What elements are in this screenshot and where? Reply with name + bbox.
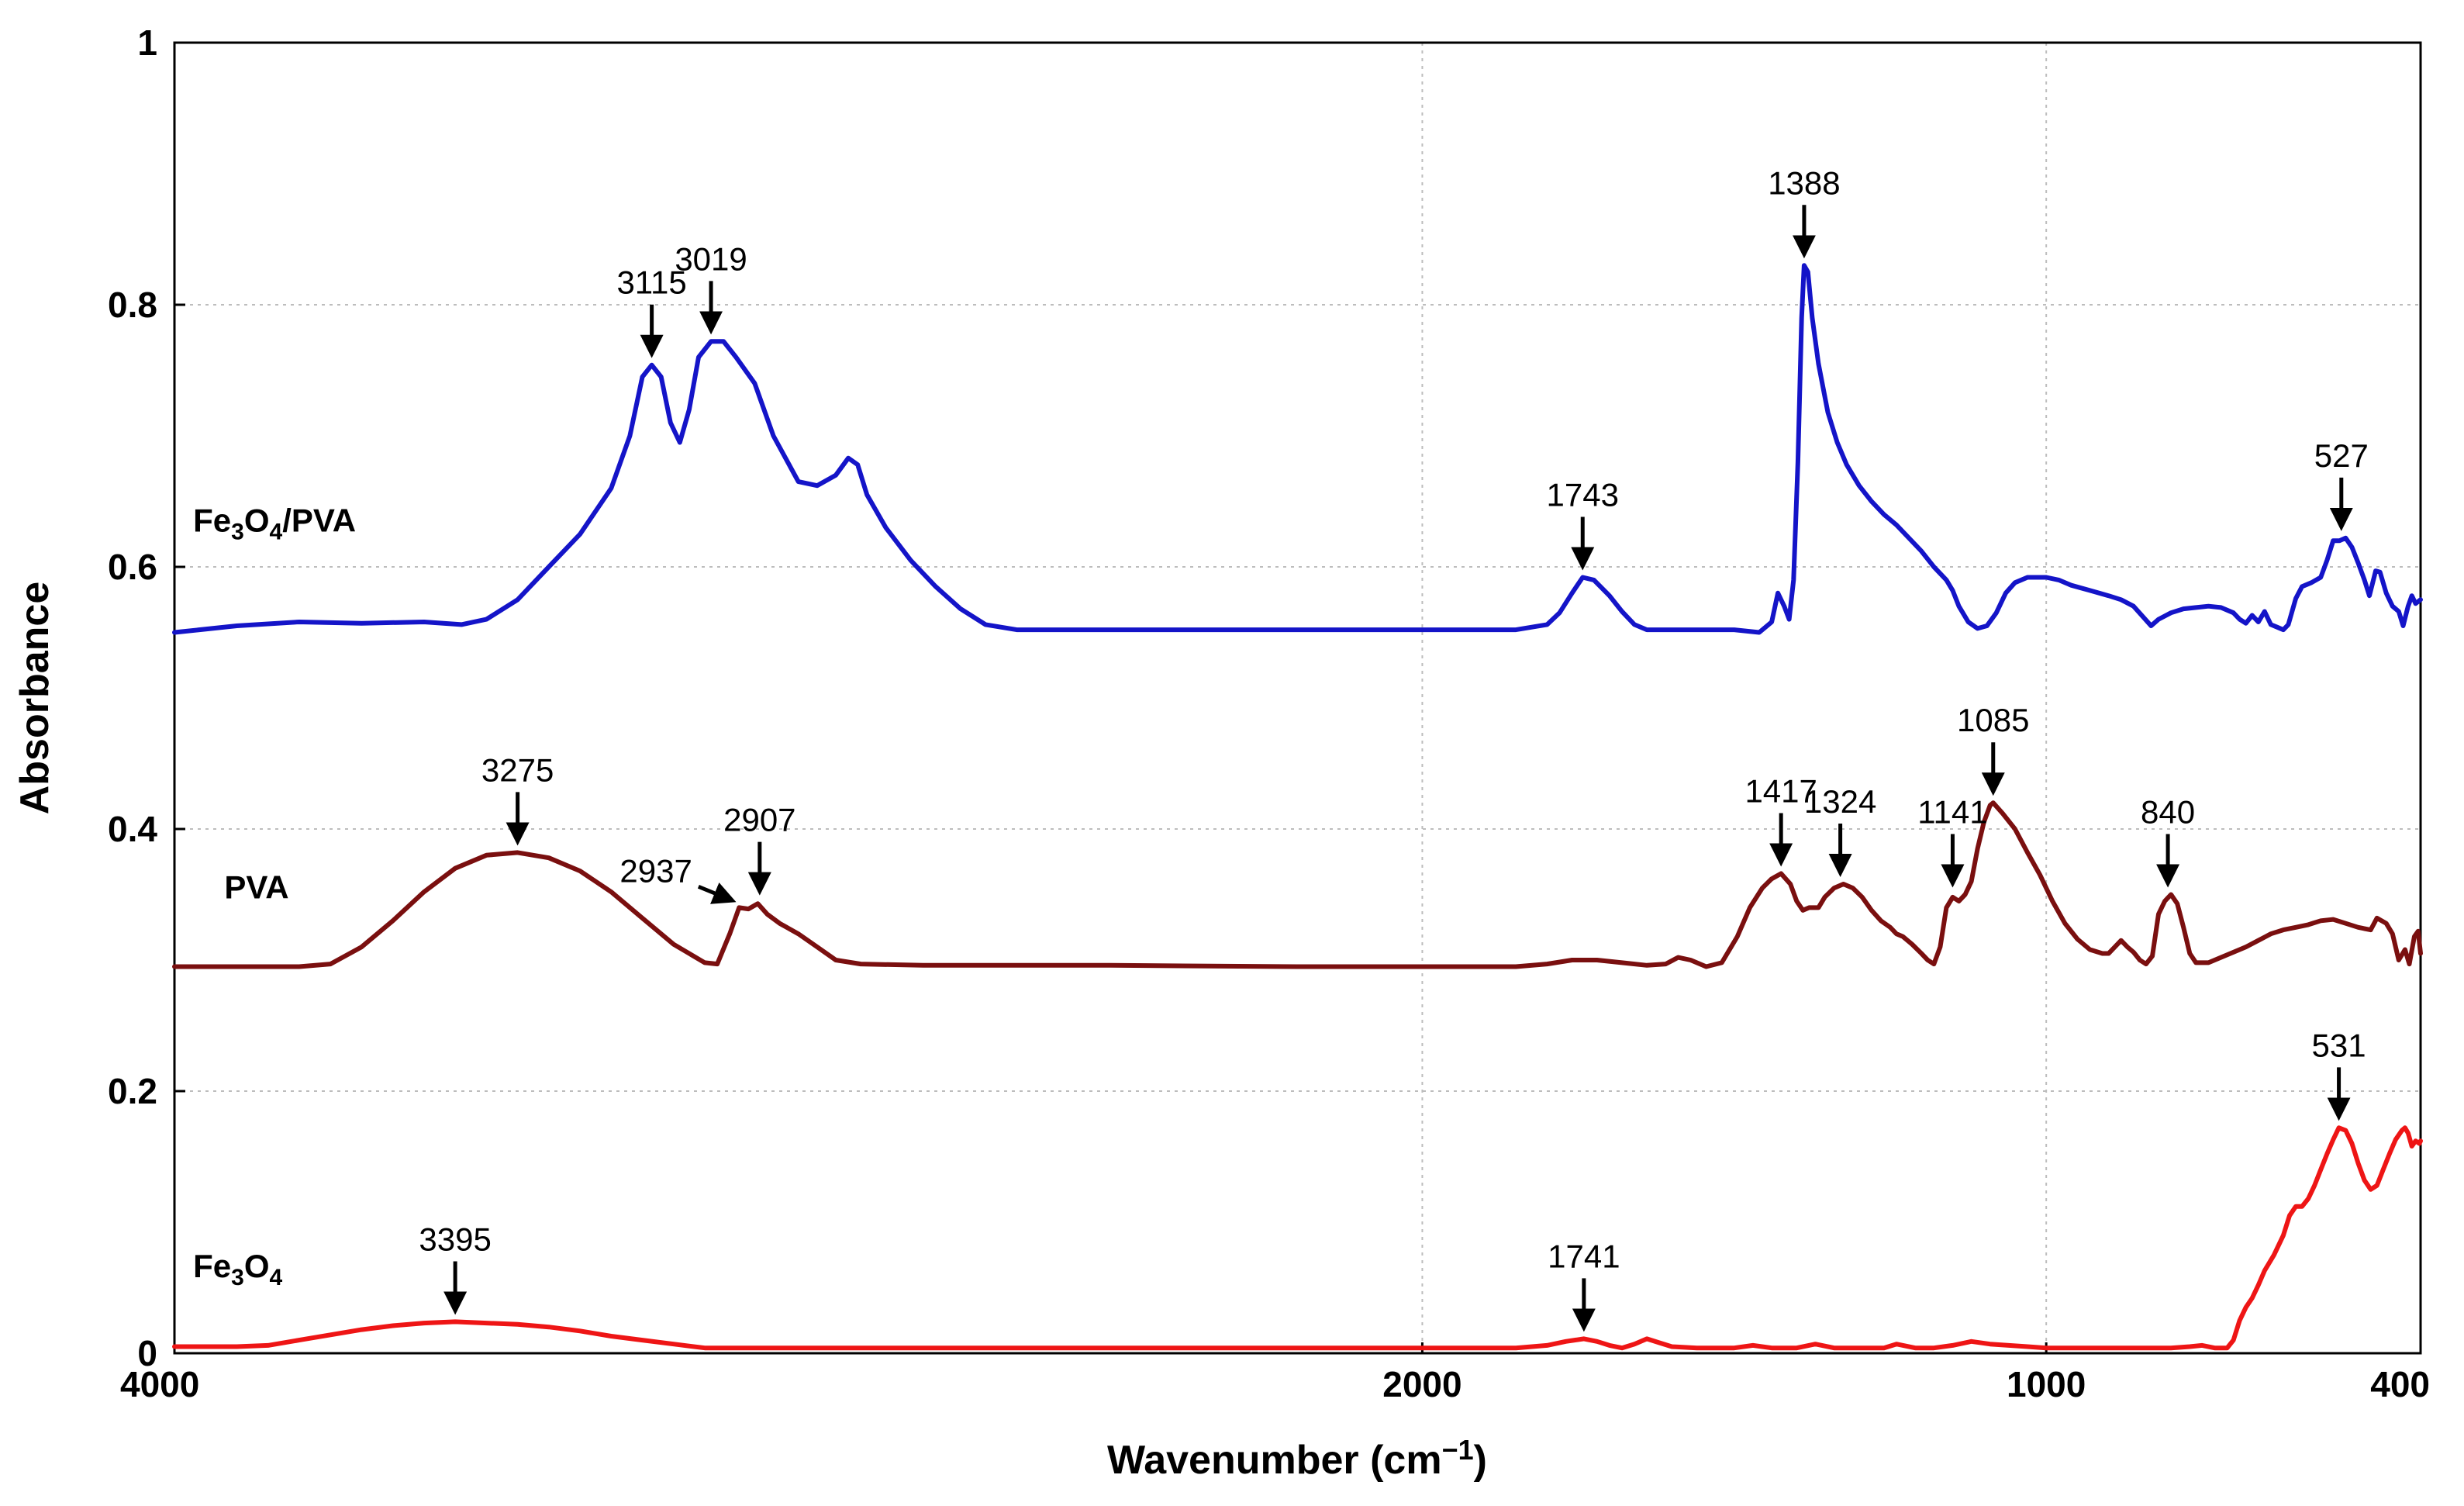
peak-annotation: 527 <box>2314 437 2369 531</box>
series-label-part: PVA <box>224 869 288 906</box>
series-label-fe3o4: Fe3O4 <box>193 1248 282 1290</box>
y-tick-label: 0.8 <box>108 285 157 325</box>
peak-label: 3275 <box>481 751 554 788</box>
peak-annotation: 1417 <box>1744 772 1817 867</box>
peak-annotation: 1743 <box>1547 477 1619 571</box>
series-label-part: /PVA <box>282 502 356 538</box>
peak-annotation: 1141 <box>1917 794 1988 888</box>
peak-label: 3019 <box>675 240 747 277</box>
peak-label: 1324 <box>1804 783 1876 820</box>
series-label-part: O <box>244 1248 270 1284</box>
peak-label: 1743 <box>1547 477 1619 513</box>
peak-label: 2937 <box>619 852 692 889</box>
peak-annotation: 2937 <box>619 852 737 904</box>
y-tick-label: 0.6 <box>108 547 157 587</box>
series-label-part: Fe <box>193 502 231 538</box>
y-tick-label: 0.2 <box>108 1071 157 1111</box>
peak-arrow <box>697 882 737 904</box>
peak-label: 1085 <box>1957 702 2029 738</box>
peak-label: 3115 <box>616 264 686 301</box>
peak-annotation: 531 <box>2312 1027 2366 1121</box>
peak-label: 1141 <box>1917 794 1987 831</box>
peak-annotation: 2907 <box>723 802 796 896</box>
series-label-pva: PVA <box>224 869 288 906</box>
series-label-part: 4 <box>270 1265 283 1290</box>
x-tick-label: 2000 <box>1382 1364 1461 1404</box>
series-label-part: 3 <box>231 1265 244 1290</box>
series-label-part: 3 <box>231 519 244 544</box>
x-tick-label: 1000 <box>2007 1364 2086 1404</box>
y-axis-title: Absorbance <box>12 582 57 815</box>
series-layer <box>172 263 2423 1351</box>
peak-annotation: 3019 <box>675 240 747 335</box>
plot-frame <box>173 41 2422 1355</box>
x-tick-label: 4000 <box>120 1364 199 1404</box>
series-line-fe3o4 <box>172 1125 2423 1351</box>
y-tick-label: 0 <box>137 1333 157 1373</box>
peak-label: 1417 <box>1744 772 1817 809</box>
peak-label: 1741 <box>1548 1238 1620 1274</box>
peak-label: 527 <box>2314 437 2369 474</box>
peak-annotation: 1085 <box>1957 702 2029 796</box>
y-tick-label: 0.4 <box>108 809 157 849</box>
series-line-pva <box>172 800 2423 969</box>
series-label-part: O <box>244 502 270 538</box>
peak-annotation: 1324 <box>1804 783 1876 877</box>
peak-annotation: 3395 <box>419 1221 492 1315</box>
peak-label: 840 <box>2141 794 2195 831</box>
x-axis-title-sup: −1 <box>1442 1434 1474 1466</box>
peak-label: 3395 <box>419 1221 491 1257</box>
peak-annotation: 1388 <box>1768 164 1841 259</box>
y-tick-label: 1 <box>137 22 157 63</box>
x-tick-label: 400 <box>2370 1364 2430 1404</box>
peak-annotation: 3275 <box>481 751 554 846</box>
series-line-fe3o4-pva <box>172 263 2423 635</box>
series-label-fe3o4-pva: Fe3O4/PVA <box>193 502 356 544</box>
peak-annotation: 840 <box>2141 794 2195 888</box>
x-axis-title-close: ) <box>1474 1438 1487 1483</box>
peak-label: 1388 <box>1768 164 1840 201</box>
peak-annotation: 1741 <box>1548 1238 1620 1332</box>
peak-label: 2907 <box>723 802 795 838</box>
grid-lines <box>174 43 2421 1353</box>
peak-label: 531 <box>2312 1027 2366 1063</box>
x-axis-title: Wavenumber (cm−1) <box>1107 1434 1487 1483</box>
x-axis-title-main: Wavenumber (cm <box>1107 1438 1442 1483</box>
series-label-part: Fe <box>193 1248 231 1284</box>
peak-annotation: 3115 <box>616 264 687 358</box>
series-label-part: 4 <box>270 519 283 544</box>
